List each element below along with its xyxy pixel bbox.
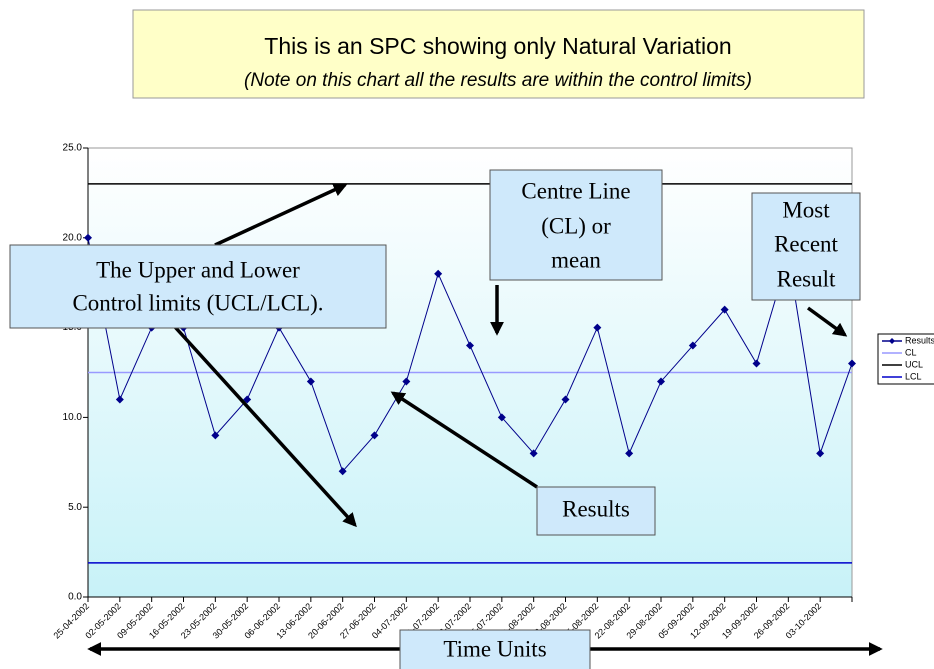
y-tick-label: 25.0 (63, 143, 83, 154)
data-point (84, 233, 92, 242)
data-point (338, 467, 347, 476)
y-tick-label: 0.0 (68, 592, 82, 603)
data-point (306, 377, 315, 386)
callout-text: Results (562, 496, 630, 521)
data-point (657, 377, 665, 386)
data-point (625, 449, 634, 458)
annotations: The Upper and Lower Control limits (UCL/L… (9, 169, 883, 669)
callout-text: (CL) or (541, 213, 611, 238)
callout-text: Centre Line (521, 178, 630, 203)
callout-text: Control limits (UCL/LCL). (72, 290, 323, 315)
callout-text: Most (782, 197, 830, 222)
arrow (153, 303, 357, 528)
data-point (211, 431, 220, 440)
callout-box (536, 486, 656, 536)
y-tick-label: 20.0 (63, 232, 83, 243)
legend-label: Results (905, 335, 934, 345)
data-point (243, 395, 252, 404)
data-point (688, 341, 697, 350)
arrow (214, 183, 348, 247)
data-point (529, 449, 538, 458)
data-point (402, 377, 411, 386)
data-point (561, 395, 570, 404)
data-point (497, 413, 506, 422)
data-point (434, 269, 443, 278)
callout-text: Result (777, 266, 836, 291)
data-point (752, 359, 761, 368)
legend-marker (889, 338, 895, 344)
data-point (370, 431, 379, 440)
data-point (115, 395, 124, 404)
callout-text: Time Units (443, 636, 546, 661)
y-tick-label: 10.0 (63, 412, 83, 423)
legend-label: CL (905, 347, 917, 357)
legend-box (877, 333, 934, 385)
arrow (390, 391, 538, 489)
data-point (593, 323, 602, 332)
arrow (806, 306, 848, 337)
callout-box (9, 244, 387, 329)
callout-text: Recent (774, 231, 838, 256)
data-point (720, 305, 729, 314)
callout-box (751, 192, 861, 301)
y-tick-label: 5.0 (68, 502, 82, 513)
callout-text: The Upper and Lower (96, 257, 300, 282)
callout-box (489, 169, 663, 281)
title-box (132, 9, 865, 99)
chart-subtitle: (Note on this chart all the results are … (244, 70, 752, 91)
callout-box (399, 629, 591, 669)
data-point (848, 359, 856, 368)
data-point (466, 341, 474, 350)
legend-label: UCL (905, 359, 923, 369)
callout-text: mean (551, 247, 601, 272)
chart-title: This is an SPC showing only Natural Vari… (264, 33, 731, 59)
data-point (816, 449, 825, 458)
legend-label: LCL (905, 371, 922, 381)
